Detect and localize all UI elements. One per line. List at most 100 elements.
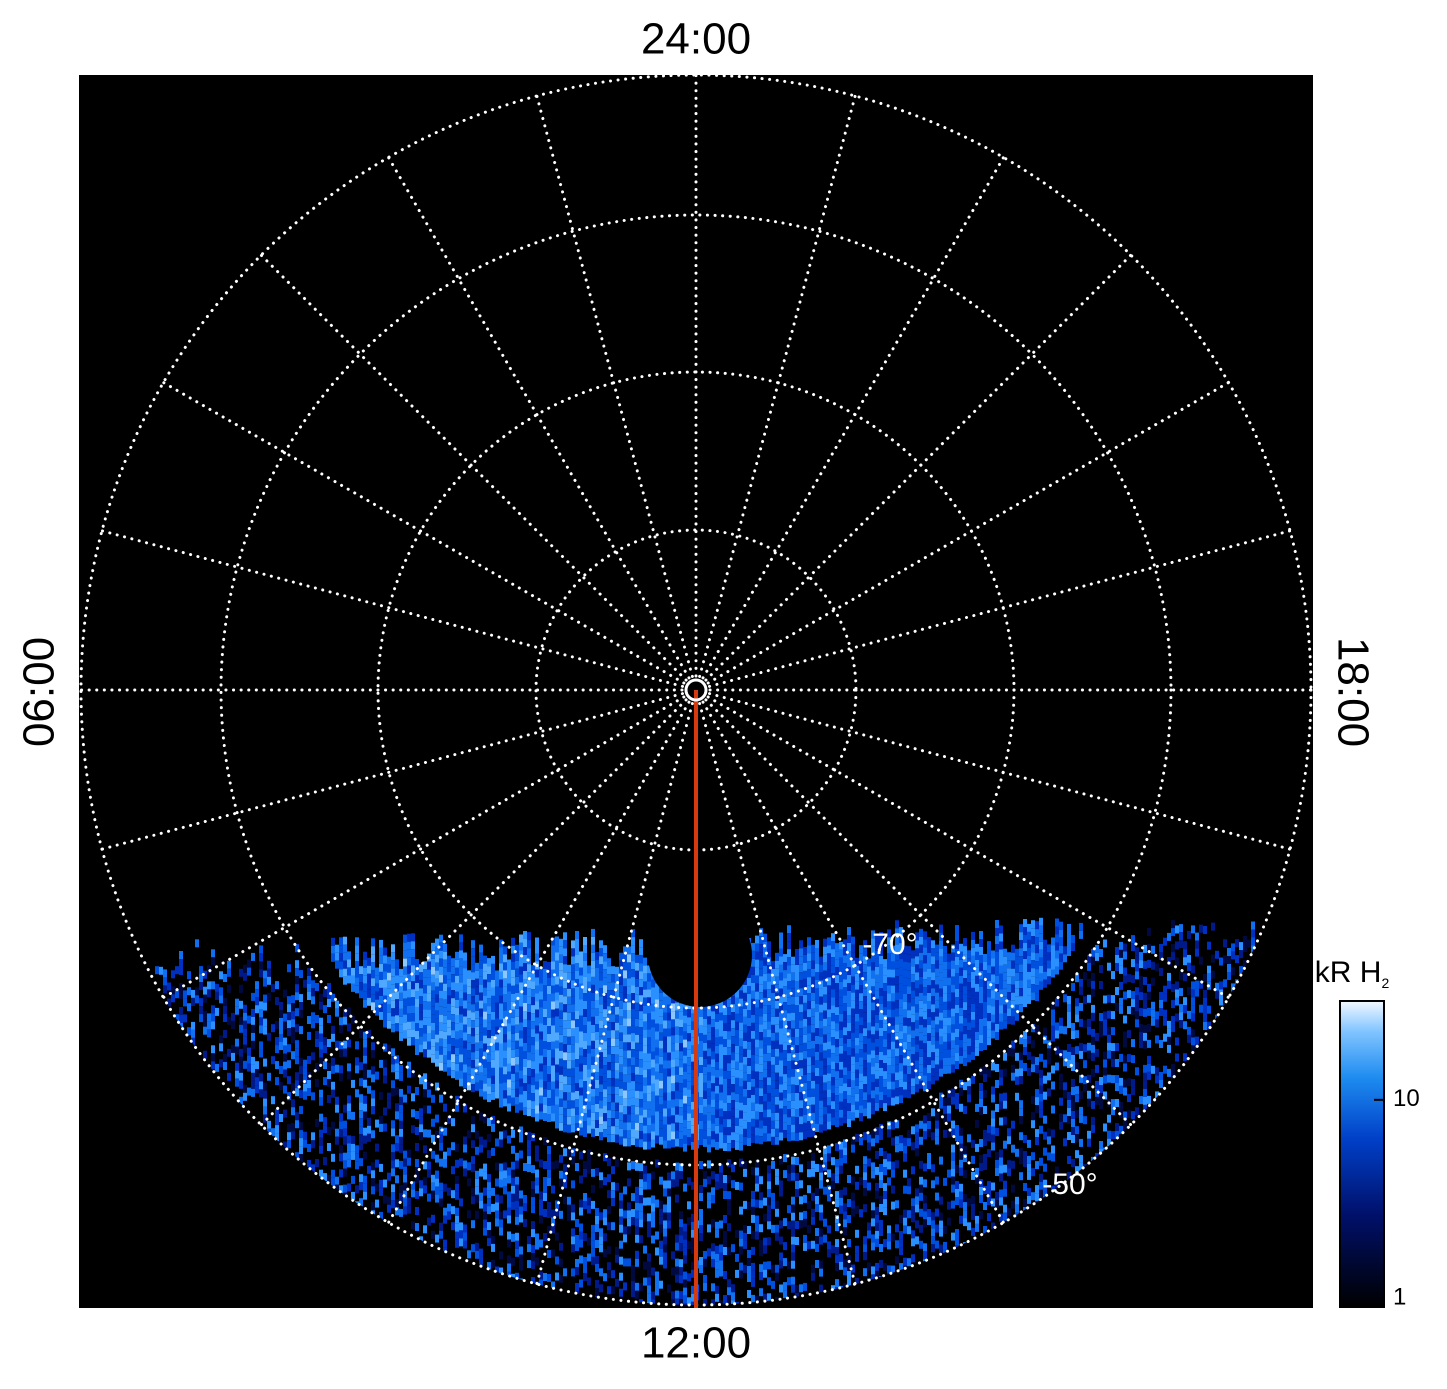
emission-pixel (507, 1023, 511, 1032)
emission-pixel (447, 1147, 451, 1156)
emission-pixel (667, 1124, 671, 1133)
emission-pixel (591, 1256, 595, 1265)
emission-pixel (543, 1033, 547, 1041)
emission-pixel (475, 1074, 479, 1083)
emission-pixel (663, 1092, 667, 1101)
emission-pixel (459, 1014, 463, 1023)
emission-pixel (423, 977, 427, 986)
emission-pixel (259, 945, 263, 954)
emission-pixel (687, 1057, 691, 1066)
emission-pixel (519, 1214, 523, 1223)
emission-pixel (955, 1029, 959, 1037)
emission-pixel (607, 1206, 611, 1215)
emission-pixel (439, 958, 443, 967)
emission-pixel (415, 1039, 419, 1047)
emission-pixel (811, 1168, 815, 1177)
emission-pixel (615, 1006, 619, 1015)
emission-pixel (819, 1260, 823, 1269)
emission-pixel (879, 1228, 883, 1236)
emission-pixel (427, 1001, 431, 1010)
emission-pixel (943, 969, 947, 978)
emission-pixel (627, 1202, 631, 1211)
emission-pixel (447, 987, 451, 996)
emission-pixel (191, 1037, 195, 1046)
emission-pixel (595, 1112, 599, 1120)
emission-pixel (835, 983, 839, 992)
emission-pixel (659, 1024, 663, 1033)
emission-pixel (495, 1058, 499, 1067)
emission-pixel (747, 1290, 751, 1298)
emission-pixel (775, 1112, 779, 1121)
emission-pixel (803, 1082, 807, 1091)
emission-pixel (763, 1005, 767, 1014)
emission-pixel (599, 1068, 603, 1077)
emission-pixel (731, 1068, 735, 1077)
emission-pixel (699, 1033, 703, 1041)
emission-pixel (623, 1026, 627, 1035)
emission-pixel (331, 937, 335, 946)
emission-pixel (447, 1187, 451, 1196)
emission-pixel (907, 1226, 911, 1235)
emission-pixel (643, 1261, 647, 1270)
emission-pixel (315, 1015, 319, 1023)
emission-pixel (799, 1196, 803, 1205)
emission-pixel (555, 1200, 559, 1209)
emission-pixel (291, 1051, 295, 1060)
emission-pixel (591, 952, 595, 961)
emission-pixel (643, 973, 647, 982)
emission-pixel (923, 995, 927, 1004)
emission-pixel (627, 1162, 631, 1171)
emission-pixel (691, 1213, 695, 1222)
emission-pixel (799, 1036, 803, 1045)
emission-pixel (587, 1037, 591, 1046)
emission-pixel (823, 978, 827, 987)
emission-pixel (727, 1199, 731, 1208)
emission-pixel (619, 1080, 623, 1089)
emission-pixel (831, 1061, 835, 1070)
emission-pixel (555, 1112, 559, 1121)
emission-pixel (379, 995, 383, 1004)
emission-pixel (467, 970, 471, 979)
emission-pixel (603, 1121, 607, 1130)
emission-pixel (563, 1124, 567, 1133)
emission-pixel (795, 1061, 799, 1069)
emission-pixel (419, 1020, 423, 1029)
emission-pixel (747, 1010, 751, 1018)
emission-pixel (871, 1106, 875, 1115)
emission-pixel (535, 1057, 539, 1066)
emission-pixel (959, 1007, 963, 1016)
emission-pixel (679, 1019, 683, 1028)
emission-pixel (779, 1132, 783, 1141)
emission-pixel (791, 1228, 795, 1237)
emission-pixel (547, 1274, 551, 1282)
emission-pixel (883, 1023, 887, 1032)
emission-pixel (399, 1160, 403, 1169)
emission-pixel (571, 1004, 575, 1013)
emission-pixel (507, 1135, 511, 1144)
emission-pixel (491, 1147, 495, 1156)
emission-pixel (823, 1114, 827, 1123)
emission-pixel (575, 1011, 579, 1019)
emission-pixel (679, 1115, 683, 1124)
emission-pixel (487, 1182, 491, 1191)
emission-pixel (803, 1218, 807, 1227)
emission-pixel (907, 1026, 911, 1035)
emission-pixel (587, 981, 591, 990)
emission-pixel (899, 1143, 903, 1152)
emission-pixel (751, 1198, 755, 1207)
emission-pixel (823, 1034, 827, 1043)
emission-pixel (855, 1069, 859, 1078)
emission-pixel (651, 987, 655, 996)
emission-pixel (731, 1284, 735, 1293)
emission-pixel (583, 1169, 587, 1177)
emission-pixel (483, 1219, 487, 1228)
emission-pixel (583, 1009, 587, 1017)
emission-pixel (603, 953, 607, 962)
emission-pixel (807, 1009, 811, 1018)
emission-pixel (859, 1025, 863, 1034)
emission-pixel (831, 1005, 835, 1014)
emission-pixel (675, 1090, 679, 1099)
emission-pixel (767, 1029, 771, 1038)
emission-pixel (583, 961, 587, 969)
emission-pixel (271, 1096, 275, 1105)
